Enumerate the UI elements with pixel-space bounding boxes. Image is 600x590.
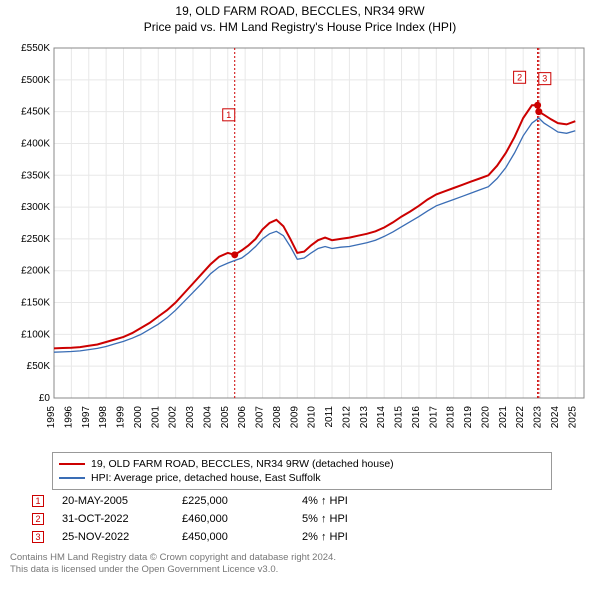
- svg-text:1996: 1996: [63, 406, 74, 429]
- svg-text:2006: 2006: [237, 406, 248, 429]
- legend-swatch-hpi: [59, 477, 85, 479]
- svg-text:2000: 2000: [133, 406, 144, 429]
- svg-text:2: 2: [517, 72, 522, 82]
- event-row-3: 3 25-NOV-2022 £450,000 2% ↑ HPI: [32, 528, 572, 546]
- event-row-2: 2 31-OCT-2022 £460,000 5% ↑ HPI: [32, 510, 572, 528]
- title-address: 19, OLD FARM ROAD, BECCLES, NR34 9RW: [0, 4, 600, 18]
- event-pct-2: 5% ↑ HPI: [302, 513, 442, 525]
- svg-text:£150K: £150K: [21, 298, 50, 309]
- title-block: 19, OLD FARM ROAD, BECCLES, NR34 9RW Pri…: [0, 0, 600, 36]
- svg-text:2003: 2003: [185, 406, 196, 429]
- svg-text:2011: 2011: [324, 406, 335, 428]
- chart-svg: £0 £50K £100K £150K £200K £250K £300K £350K £400…: [8, 42, 592, 442]
- svg-text:2015: 2015: [394, 406, 405, 429]
- svg-text:2008: 2008: [272, 406, 283, 429]
- title-subtitle: Price paid vs. HM Land Registry's House …: [0, 20, 600, 34]
- svg-text:2025: 2025: [567, 406, 578, 429]
- legend-item-property: 19, OLD FARM ROAD, BECCLES, NR34 9RW (de…: [59, 457, 545, 471]
- svg-text:£250K: £250K: [21, 234, 50, 245]
- event-marker-1: 1: [32, 495, 44, 507]
- svg-text:1999: 1999: [116, 406, 127, 429]
- event-row-1: 1 20-MAY-2005 £225,000 4% ↑ HPI: [32, 492, 572, 510]
- svg-text:£350K: £350K: [21, 170, 50, 181]
- svg-text:£300K: £300K: [21, 202, 50, 213]
- svg-text:£200K: £200K: [21, 266, 50, 277]
- svg-text:2014: 2014: [376, 406, 387, 429]
- svg-text:1998: 1998: [98, 406, 109, 429]
- svg-text:1997: 1997: [81, 406, 92, 429]
- event-date-3: 25-NOV-2022: [62, 531, 182, 543]
- svg-text:2007: 2007: [255, 406, 266, 429]
- footer-line2: This data is licensed under the Open Gov…: [10, 564, 590, 576]
- event-price-3: £450,000: [182, 531, 302, 543]
- event-price-1: £225,000: [182, 495, 302, 507]
- footer-line1: Contains HM Land Registry data © Crown c…: [10, 552, 590, 564]
- svg-text:2019: 2019: [463, 406, 474, 429]
- legend-item-hpi: HPI: Average price, detached house, East…: [59, 471, 545, 485]
- svg-text:2021: 2021: [498, 406, 509, 429]
- event-pct-1: 4% ↑ HPI: [302, 495, 442, 507]
- svg-text:2024: 2024: [550, 406, 561, 429]
- svg-text:2020: 2020: [480, 406, 491, 429]
- event-date-2: 31-OCT-2022: [62, 513, 182, 525]
- svg-text:2018: 2018: [446, 406, 457, 429]
- svg-text:1995: 1995: [46, 406, 57, 429]
- svg-text:2001: 2001: [150, 406, 161, 429]
- legend-swatch-property: [59, 463, 85, 465]
- svg-text:2009: 2009: [289, 406, 300, 429]
- svg-text:2013: 2013: [359, 406, 370, 429]
- svg-text:2010: 2010: [307, 406, 318, 429]
- svg-text:2017: 2017: [428, 406, 439, 429]
- svg-text:£450K: £450K: [21, 107, 50, 118]
- legend-box: 19, OLD FARM ROAD, BECCLES, NR34 9RW (de…: [52, 452, 552, 490]
- event-pct-3: 2% ↑ HPI: [302, 531, 442, 543]
- chart-area: £0 £50K £100K £150K £200K £250K £300K £350K £400…: [8, 42, 592, 442]
- svg-text:2023: 2023: [533, 406, 544, 429]
- svg-text:£50K: £50K: [27, 361, 51, 372]
- chart-container: 19, OLD FARM ROAD, BECCLES, NR34 9RW Pri…: [0, 0, 600, 590]
- events-table: 1 20-MAY-2005 £225,000 4% ↑ HPI 2 31-OCT…: [32, 492, 572, 546]
- svg-text:2016: 2016: [411, 406, 422, 429]
- svg-text:£0: £0: [39, 393, 51, 404]
- svg-text:2004: 2004: [202, 406, 213, 429]
- event-marker-3: 3: [32, 531, 44, 543]
- svg-text:2022: 2022: [515, 406, 526, 429]
- legend-label-property: 19, OLD FARM ROAD, BECCLES, NR34 9RW (de…: [91, 458, 394, 470]
- svg-text:2002: 2002: [168, 406, 179, 429]
- svg-text:2012: 2012: [341, 406, 352, 429]
- svg-text:£100K: £100K: [21, 329, 50, 340]
- svg-text:2005: 2005: [220, 406, 231, 429]
- svg-text:1: 1: [226, 110, 231, 120]
- footer-attribution: Contains HM Land Registry data © Crown c…: [10, 552, 590, 577]
- legend-label-hpi: HPI: Average price, detached house, East…: [91, 472, 321, 484]
- svg-text:3: 3: [542, 74, 547, 84]
- event-price-2: £460,000: [182, 513, 302, 525]
- svg-text:£550K: £550K: [21, 43, 50, 54]
- svg-text:£500K: £500K: [21, 75, 50, 86]
- event-marker-2: 2: [32, 513, 44, 525]
- svg-text:£400K: £400K: [21, 138, 50, 149]
- event-date-1: 20-MAY-2005: [62, 495, 182, 507]
